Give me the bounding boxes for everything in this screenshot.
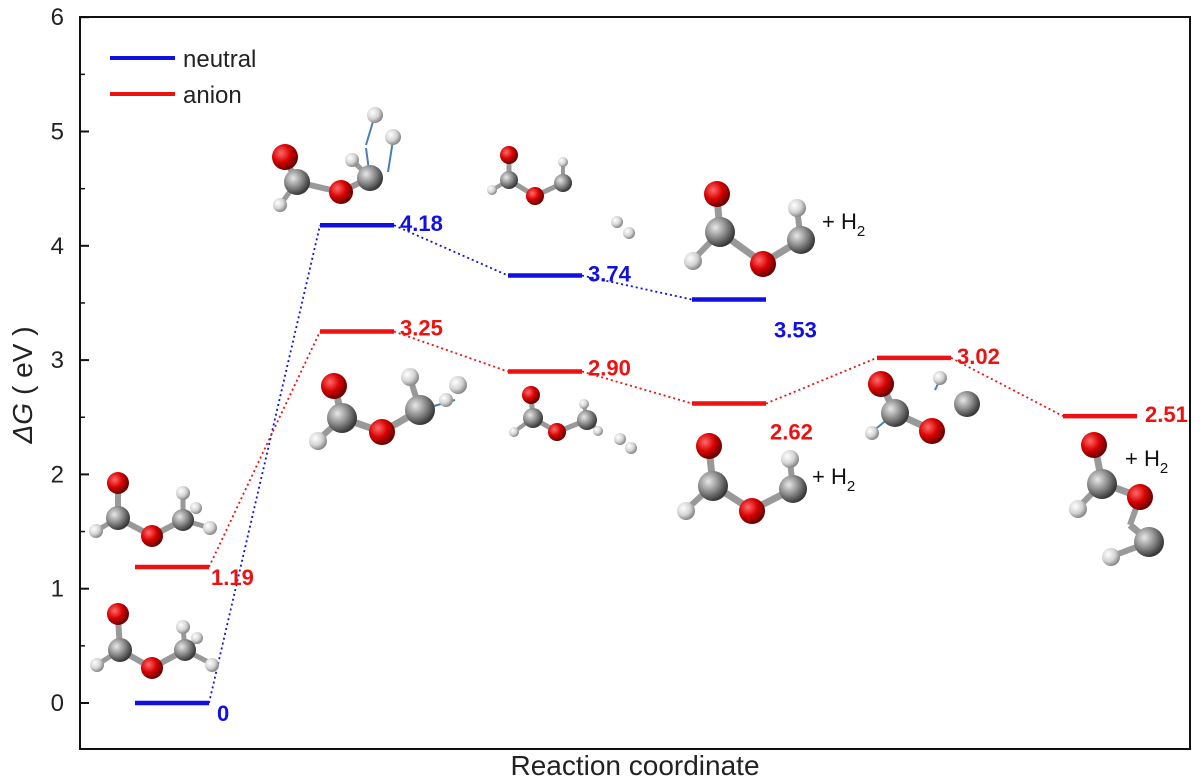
y-axis-title: ΔG ( eV ) xyxy=(7,326,38,444)
molecule-anion-ts2 xyxy=(865,371,980,444)
value-label-anion-6: 2.51 xyxy=(1145,402,1188,427)
y-tick-label: 1 xyxy=(51,576,64,603)
value-label-neutral-1: 0 xyxy=(217,701,229,726)
molecule-anion-product-1 xyxy=(677,433,807,524)
molecule-anion-ts1 xyxy=(309,368,467,450)
connector-neutral xyxy=(393,224,509,277)
connector-anion xyxy=(393,330,509,373)
value-label-anion-3: 2.90 xyxy=(588,356,631,381)
legend: neutral anion xyxy=(110,46,256,109)
h2-label-anion-1: + H2 xyxy=(812,464,855,495)
value-label-neutral-3: 3.74 xyxy=(588,262,632,287)
legend-label-anion: anion xyxy=(183,82,242,109)
value-label-neutral-2: 4.18 xyxy=(400,211,443,236)
value-label-anion-2: 3.25 xyxy=(400,316,443,341)
connector-anion xyxy=(765,356,878,405)
legend-label-neutral: neutral xyxy=(183,46,256,73)
energy-levels xyxy=(135,222,1137,706)
connectors xyxy=(208,224,1064,704)
connector-neutral xyxy=(208,225,321,704)
y-tick-label: 5 xyxy=(51,119,64,146)
value-label-anion-5: 3.02 xyxy=(957,344,1000,369)
x-axis-title: Reaction coordinate xyxy=(510,750,759,781)
connector-neutral xyxy=(581,274,693,301)
y-tick-label: 3 xyxy=(51,347,64,374)
svg-text:ΔG( eV ): ΔG ( eV ) xyxy=(7,326,38,444)
connector-anion xyxy=(208,331,321,568)
molecule-neutral-reactant xyxy=(90,603,219,679)
molecule-anion-product-2 xyxy=(1069,432,1164,566)
h2-label-anion-2: + H2 xyxy=(1125,446,1168,477)
connector-anion xyxy=(581,370,693,405)
h2-label-neutral: + H2 xyxy=(822,209,865,240)
y-tick-label: 4 xyxy=(51,233,64,260)
molecule-neutral-product xyxy=(684,181,815,277)
y-axis-title-symbol: ΔG xyxy=(7,403,38,445)
molecule-neutral-ts1 xyxy=(272,107,401,212)
connector-anion xyxy=(950,357,1064,417)
value-label-neutral-4: 3.53 xyxy=(774,318,817,343)
molecule-neutral-int xyxy=(487,146,635,239)
y-tick-label: 2 xyxy=(51,461,64,488)
value-label-anion-4: 2.62 xyxy=(770,420,813,445)
plot-frame xyxy=(79,16,1191,750)
y-tick-label: 0 xyxy=(51,690,64,717)
molecule-anion-reactant xyxy=(89,472,217,547)
molecule-anion-int xyxy=(509,386,637,454)
value-label-anion-1: 1.19 xyxy=(211,565,254,590)
y-axis-title-unit: ( eV ) xyxy=(7,326,38,394)
y-axis: 0 1 2 3 4 5 6 xyxy=(51,4,89,717)
value-labels: 0 4.18 3.74 3.53 1.19 3.25 2.90 2.62 3.02 2.51 xyxy=(211,211,1188,726)
y-tick-label: 6 xyxy=(51,4,64,31)
